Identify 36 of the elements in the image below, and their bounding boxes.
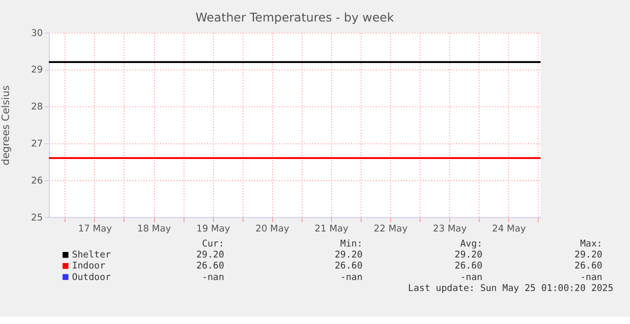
text: Min: (340, 238, 363, 250)
x-tick-label: 17 May (78, 223, 112, 234)
text: -nan (202, 272, 224, 283)
y-tick-label: 27 (31, 138, 44, 150)
x-tick-label: 21 May (314, 223, 349, 234)
text: -nan (340, 272, 363, 283)
text: -nan (580, 272, 602, 283)
text: Cur: (202, 238, 224, 250)
text: 26.60 (574, 260, 602, 272)
y-tick-label: 28 (31, 102, 44, 113)
text: Avg: (460, 238, 482, 250)
x-tick-label: 22 May (374, 223, 408, 234)
text: Max: (580, 238, 602, 250)
text: 26.60 (334, 260, 363, 272)
text: 26.60 (454, 260, 482, 272)
y-tick-label: 29 (31, 64, 44, 76)
x-tick-label: 24 May (492, 223, 526, 234)
legend-label: Indoor (72, 260, 106, 272)
x-tick-label: 20 May (256, 223, 290, 234)
text: 26.60 (196, 260, 224, 272)
text: Last update: Sun May 25 01:00:20 2025 (408, 282, 614, 294)
text: 29.20 (454, 250, 482, 261)
legend-label: Outdoor (72, 272, 112, 283)
x-tick-label: 23 May (432, 223, 468, 234)
chart-title: Weather Temperatures - by week (196, 10, 394, 25)
y-tick-label: 26 (31, 175, 44, 186)
text: 29.20 (334, 250, 363, 261)
x-tick-label: 18 May (137, 223, 172, 234)
y-axis-title: degrees Celsius (1, 85, 12, 166)
y-tick-label: 25 (31, 212, 44, 224)
y-tick-label: 30 (31, 28, 44, 39)
text: 29.20 (574, 250, 602, 261)
x-tick-label: 19 May (196, 223, 231, 234)
text: 29.20 (196, 250, 224, 261)
legend-label: Shelter (72, 250, 112, 261)
text: -nan (460, 272, 482, 283)
